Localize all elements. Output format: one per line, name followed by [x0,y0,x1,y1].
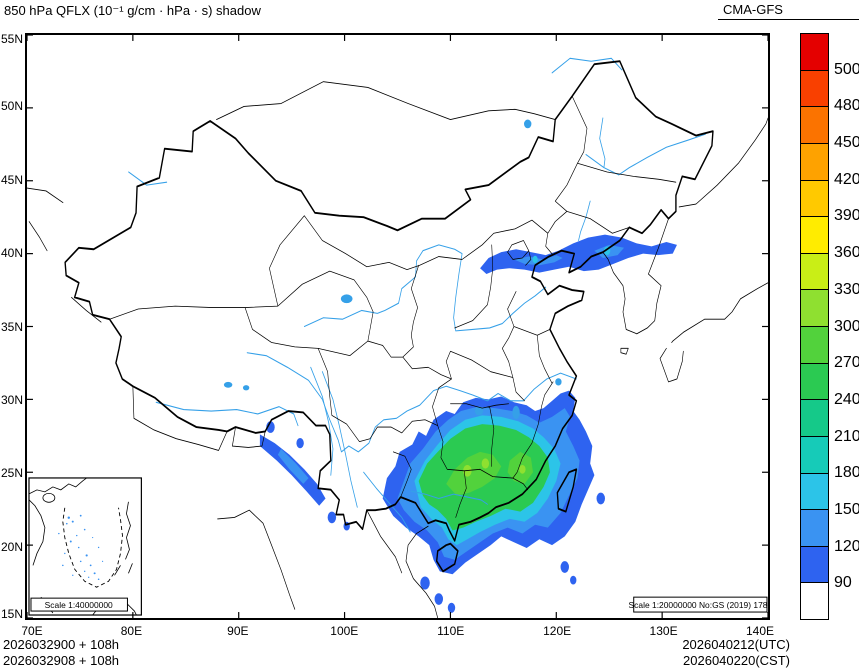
colorbar [800,33,829,620]
valid-times: 2026040212(UTC) 2026040220(CST) [682,637,790,669]
lat-tick-label: 25N [1,466,24,481]
colorbar-segment [801,142,828,180]
colorbar-segment [801,545,828,583]
colorbar-tick-label: 360 [834,244,859,262]
lat-tick-label: 40N [1,246,24,261]
colorbar-segment [801,252,828,290]
colorbar-tick-label: 90 [834,574,852,592]
colorbar-segment [801,472,828,510]
lat-tick-label: 45N [1,172,24,187]
colorbar-segment [801,582,828,619]
lon-tick-label: 130E [649,624,678,638]
init-time-line1: 2026032900 + 108h [3,637,120,652]
qflx-level-300 [463,458,526,477]
valid-time-utc: 2026040212(UTC) [682,637,790,652]
lon-tick-label: 90E [227,624,249,638]
colorbar-tick-label: 270 [834,354,859,372]
valid-time-cst: 2026040220(CST) [683,653,790,668]
lon-tick-label: 120E [543,624,572,638]
lon-tick-label: 80E [120,624,143,638]
colorbar-segments [801,34,828,619]
init-times: 2026032900 + 108h 2026032908 + 108h [3,637,119,669]
colorbar-tick-label: 180 [834,464,859,482]
colorbar-segment [801,179,828,217]
map-frame: Scale 1:40000000 Scale 1:20000000 No:GS … [25,33,770,620]
colorbar-segment [801,399,828,436]
inset-map: Scale 1:40000000 [28,477,142,616]
inset-hainan-island [42,492,56,503]
lat-tick-label: 30N [1,392,24,407]
init-time-line2: 2026032908 + 108h [3,653,120,668]
frame-ticks [27,35,768,618]
page-title: 850 hPa QFLX (10⁻¹ g/cm · hPa · s) shado… [4,3,261,18]
lat-tick-label: 20N [1,539,24,554]
lat-tick-label: 35N [1,319,24,334]
colorbar-tick-label: 120 [834,537,859,555]
model-label: CMA-GFS [718,2,859,20]
colorbar-tick-label: 330 [834,280,859,298]
colorbar-tick-label: 450 [834,134,859,152]
colorbar-segment [801,216,828,253]
rivers [128,57,706,533]
china-border [64,60,714,573]
qflx-shading [259,234,677,613]
lat-tick-label: 55N [1,32,24,46]
colorbar-tick-label: 240 [834,390,859,408]
colorbar-tick-label: 500 [834,60,859,78]
inset-nine-dash-line [62,507,123,588]
colorbar-segment [801,34,828,70]
colorbar-tick-label: 480 [834,97,859,115]
lat-tick-label: 50N [1,99,24,114]
province-boundaries [109,95,677,518]
lon-tick-label: 110E [437,624,465,638]
scale-note: Scale 1:20000000 No:GS (2019) 1786 [629,596,768,613]
colorbar-tick-label: 420 [834,170,859,188]
lakes [223,119,562,420]
yangtze-river [246,352,577,453]
colorbar-segment [801,435,828,473]
colorbar-segment [801,289,828,326]
colorbar-tick-label: 150 [834,500,859,518]
yellow-river [303,244,547,332]
colorbar-segment [801,326,828,363]
colorbar-segment [801,106,828,143]
colorbar-tick-label: 300 [834,317,859,335]
lon-tick-label: 70E [21,624,43,638]
lon-tick-label: 100E [330,624,359,638]
colorbar-segment [801,509,828,546]
inset-scale-box [30,597,128,612]
neighbor-boundaries [27,81,768,618]
colorbar-segment [801,362,828,400]
other-rivers [128,57,706,533]
colorbar-tick-label: 210 [834,427,859,445]
inset-island-specks [58,514,104,581]
inset-philippines-coast [114,501,133,576]
scale-note-label: Scale 1:20000000 No:GS (2019) 1786 [629,600,768,610]
lat-tick-label: 15N [1,607,24,621]
colorbar-segment [801,69,828,107]
colorbar-tick-label: 390 [834,207,859,225]
inset-mainland-coast [28,477,87,495]
china-map: Scale 1:40000000 Scale 1:20000000 No:GS … [27,35,768,618]
lon-tick-label: 140E [745,624,775,638]
inset-scale-label: Scale 1:40000000 [45,600,113,610]
scale-note-box [633,596,768,613]
